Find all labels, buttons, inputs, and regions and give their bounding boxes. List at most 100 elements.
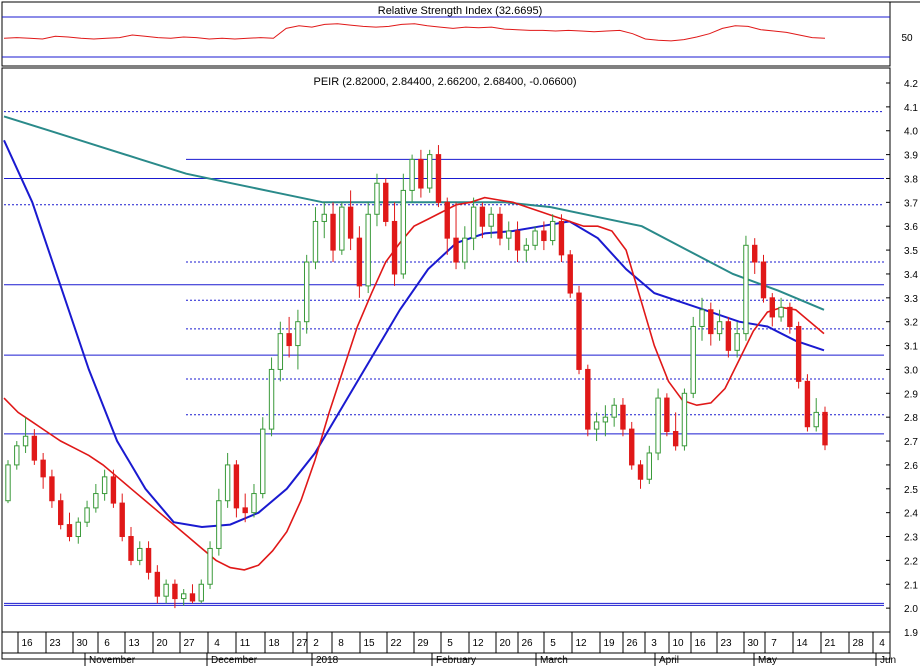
candle-up — [506, 230, 512, 239]
candle-down — [725, 321, 732, 351]
rsi-levels — [2, 16, 890, 58]
y-tick-label: 2.9 — [904, 389, 918, 400]
candle-down — [453, 237, 459, 263]
x-tick-label: 4 — [214, 638, 220, 649]
candle-down — [356, 237, 363, 287]
x-tick-label: 23 — [720, 638, 732, 649]
y-tick-label: 2.7 — [904, 437, 918, 448]
x-tick-label: 16 — [21, 638, 33, 649]
x-tick-label: 26 — [626, 638, 638, 649]
x-axis: 16 23 30 6 13 20 27 4 11 18 27 2 8 15 22 29 5 12 20 26 5 12 19… — [2, 631, 896, 666]
candle-down — [383, 182, 389, 222]
x-tick-label: 6 — [104, 638, 110, 649]
candle-down — [637, 464, 644, 480]
y-tick-label: 4.0 — [904, 127, 918, 138]
rsi-line-layer — [3, 23, 826, 42]
candle-down — [708, 309, 714, 335]
candle-down — [585, 368, 591, 430]
candle-up — [549, 220, 556, 242]
x-tick-label: 30 — [76, 638, 88, 649]
x-tick-label: 12 — [472, 638, 484, 649]
x-tick-label: 13 — [128, 638, 140, 649]
candle-up — [339, 206, 345, 251]
candle-down — [444, 201, 450, 239]
x-tick-label: 19 — [603, 638, 615, 649]
candle-down — [189, 593, 196, 602]
x-tick-label: 22 — [390, 638, 402, 649]
y-tick-label: 3.8 — [904, 174, 918, 185]
y-tick-label: 3.6 — [904, 222, 918, 233]
candle-up — [216, 500, 222, 549]
candle-down — [541, 230, 547, 242]
y-tick-label: 3.9 — [904, 151, 918, 162]
y-tick-label: 2.0 — [904, 604, 918, 615]
candle-up — [268, 368, 275, 430]
candle-up — [470, 206, 477, 239]
x-tick-label: 15 — [363, 638, 375, 649]
candle-down — [58, 500, 64, 526]
candle-up — [681, 392, 688, 447]
candle-up — [224, 464, 231, 502]
candle-down — [128, 536, 134, 561]
candle-up — [303, 261, 310, 323]
candle-down — [479, 206, 486, 227]
candle-down — [66, 524, 73, 538]
candle-down — [347, 206, 354, 239]
candle-up — [277, 333, 284, 370]
candle-up — [181, 593, 187, 600]
candle-up — [716, 321, 723, 335]
candle-down — [514, 230, 521, 251]
price-panel-frame — [1, 67, 891, 660]
candle-down — [418, 158, 424, 189]
x-tick-label: 21 — [824, 638, 836, 649]
candle-down — [760, 261, 767, 299]
candle-up — [426, 154, 433, 189]
candle-up — [365, 213, 371, 287]
candle-up — [5, 464, 11, 502]
x-tick-label: 3 — [651, 638, 657, 649]
candle-up — [743, 244, 749, 335]
candle-up — [593, 421, 600, 430]
candle-down — [822, 411, 828, 446]
candle-down — [391, 220, 398, 275]
candle-down — [233, 464, 240, 509]
month-label: Jun — [880, 655, 896, 666]
month-label: March — [540, 655, 568, 666]
y-tick-label: 3.3 — [904, 294, 918, 305]
candle-up — [611, 404, 617, 418]
y-tick-label: 2.5 — [904, 485, 918, 496]
x-tick-label: 23 — [49, 638, 61, 649]
month-label: November — [89, 655, 136, 666]
y-tick-label: 2.6 — [904, 461, 918, 472]
y-tick-label: 3.4 — [904, 270, 918, 281]
candle-up — [295, 321, 301, 347]
candle-up — [93, 493, 99, 509]
candle-up — [22, 435, 29, 447]
sma-fast-line — [3, 196, 825, 571]
candle-down — [664, 397, 670, 432]
y-tick-label: 3.0 — [904, 365, 918, 376]
candle-down — [804, 380, 811, 428]
candle-up — [488, 213, 494, 227]
candle-up — [532, 230, 538, 246]
candle-up — [602, 416, 609, 423]
candle-up — [734, 333, 740, 351]
x-tick-label: 7 — [771, 638, 777, 649]
sma-slow-line — [3, 115, 825, 311]
candle-up — [251, 493, 257, 514]
y-tick-label: 4.2 — [904, 79, 918, 90]
candle-up — [207, 547, 213, 585]
candle-up — [655, 397, 661, 454]
y-tick-label: 2.4 — [904, 509, 918, 520]
month-label: May — [758, 655, 777, 666]
x-tick-label: 16 — [694, 638, 706, 649]
y-tick-label: 2.1 — [904, 580, 918, 591]
y-tick-label: 1.9 — [904, 628, 918, 639]
x-tick-label: 12 — [575, 638, 587, 649]
candle-up — [84, 507, 90, 523]
x-tick-label: 20 — [156, 638, 168, 649]
x-tick-label: 26 — [521, 638, 533, 649]
candle-down — [497, 213, 503, 239]
